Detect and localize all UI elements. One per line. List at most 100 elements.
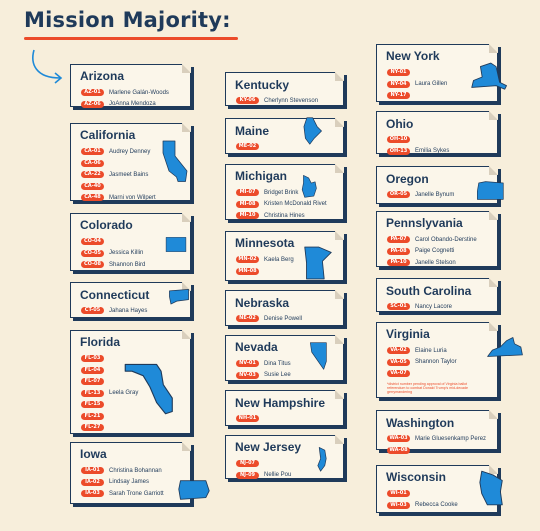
state-card-colorado: Colorado CO-04 CO-05 Jessica Killin CO-08 Sha…	[70, 213, 191, 271]
district-badge: FL-27	[81, 424, 104, 431]
district-badge: CA-40	[81, 182, 104, 190]
district-badge: MI-08	[236, 200, 259, 208]
state-name: Colorado	[80, 218, 133, 232]
candidate-list: MN-02 Kaela Berg MN-08	[236, 254, 294, 277]
state-name: Wisconsin	[386, 470, 446, 484]
candidate-row: FL-04	[81, 365, 138, 376]
candidate-row: NJ-07	[236, 458, 291, 469]
district-badge: CA-48	[81, 194, 104, 201]
candidate-row: NV-03 Susie Lee	[236, 370, 291, 381]
candidate-row: KY-06 Cherlynn Stevenson	[236, 95, 318, 106]
minnesota-map-icon	[304, 246, 332, 280]
state-name: Florida	[80, 335, 121, 349]
state-name: Minnesota	[235, 236, 295, 250]
candidate-list: KY-06 Cherlynn Stevenson	[236, 95, 318, 107]
state-name: Ohio	[386, 117, 414, 131]
candidate-row: CO-04	[81, 236, 145, 247]
district-badge: FL-15	[81, 401, 104, 408]
candidate-name: Cherlynn Stevenson	[264, 97, 319, 104]
candidate-row: OH-13 Emilia Sykes	[387, 146, 449, 157]
district-badge: NV-01	[236, 360, 259, 367]
district-badge: VA-02	[387, 347, 410, 354]
state-card-nebraska: Nebraska NE-02 Denise Powell	[225, 290, 344, 326]
state-name: Washington	[386, 416, 455, 430]
candidate-name: Nellie Pou	[264, 472, 292, 478]
district-badge: MI-07	[236, 189, 259, 196]
district-badge: NV-03	[236, 371, 259, 379]
state-name: New Hampshire	[235, 396, 326, 410]
state-name: Connecticut	[80, 288, 150, 302]
candidate-row: NV-01 Dina Titus	[236, 358, 291, 369]
state-name: Arizona	[80, 69, 125, 83]
district-badge: VA-05	[387, 358, 410, 366]
district-badge: AZ-01	[81, 89, 104, 96]
candidate-row: SC-01 Nancy Lacore	[387, 301, 452, 312]
state-name: South Carolina	[386, 284, 472, 298]
candidate-name: Emilia Sykes	[415, 148, 450, 154]
state-card-ohio: Ohio OH-10 OH-13 Emilia Sykes	[376, 111, 498, 157]
district-badge: CO-05	[81, 249, 104, 257]
candidate-row: FL-07	[81, 376, 138, 387]
district-badge: NE-02	[236, 315, 259, 322]
candidate-row: AZ-01 Marlene Galán-Woods	[81, 87, 169, 98]
state-name: Kentucky	[235, 78, 290, 92]
candidate-row: NH-01	[236, 413, 259, 424]
state-name: Oregon	[386, 172, 429, 186]
state-name: Michigan	[235, 169, 288, 183]
candidate-row: MN-02 Kaela Berg	[236, 254, 294, 265]
candidate-name: Nancy Lacore	[415, 303, 453, 310]
district-badge: OH-13	[387, 147, 410, 155]
district-badge: MI-10	[236, 212, 259, 219]
candidate-row: MI-08 Kristen McDonald Rivet	[236, 199, 327, 210]
state-card-michigan: Michigan MI-07 Bridget Brink MI-08 Kristen M…	[225, 164, 344, 220]
candidate-row: FL-21	[81, 411, 138, 422]
candidate-name: Jahana Hayes	[109, 307, 148, 314]
candidate-name: Marie Gluesenkamp Perez	[415, 435, 487, 442]
candidate-name: Audrey Denney	[109, 148, 151, 155]
district-badge: SC-01	[387, 303, 410, 310]
candidate-list: OH-10 OH-13 Emilia Sykes	[387, 134, 449, 157]
candidate-name: Leela Gray	[109, 390, 139, 396]
candidate-name: Laura Gillen	[415, 81, 448, 87]
district-badge: IA-01	[81, 467, 104, 474]
candidate-row: CO-05 Jessica Killin	[81, 248, 145, 259]
district-badge: PA-07	[387, 236, 410, 243]
district-badge: VA-07	[387, 370, 410, 377]
state-card-arizona: Arizona AZ-01 Marlene Galán-Woods AZ-06 JoAn…	[70, 64, 191, 110]
candidate-list: AZ-01 Marlene Galán-Woods AZ-06 JoAnna Mend…	[81, 87, 169, 110]
candidate-name: Carol Obando-Derstine	[415, 236, 477, 243]
candidate-row: CO-08 Shannon Bird	[81, 259, 145, 270]
new-york-map-icon	[471, 62, 507, 90]
candidate-row: FL-03	[81, 353, 138, 364]
state-card-kentucky: Kentucky KY-06 Cherlynn Stevenson	[225, 72, 344, 106]
candidate-row: OH-10	[387, 134, 449, 145]
candidate-name: Bridget Brink	[264, 189, 299, 196]
district-badge: IA-02	[81, 478, 104, 486]
candidate-name: Shannon Taylor	[415, 359, 457, 365]
candidate-row: MI-10 Christina Hines	[236, 210, 327, 221]
candidate-list: VA-02 Elaine Luria VA-05 Shannon Taylor VA-0…	[387, 345, 457, 380]
candidate-name: Denise Powell	[264, 315, 303, 322]
state-card-virginia: Virginia VA-02 Elaine Luria VA-05 Shannon Ta…	[376, 322, 498, 398]
connecticut-map-icon	[169, 289, 189, 305]
candidate-row: FL-15	[81, 399, 138, 410]
candidate-name: Jessica Killin	[109, 250, 144, 256]
candidate-list: NH-01	[236, 413, 259, 425]
district-badge: AZ-06	[81, 100, 104, 108]
candidate-name: Paige Cognetti	[415, 248, 455, 254]
candidate-row: WA-08	[387, 445, 486, 456]
candidate-row: CA-40	[81, 181, 156, 192]
candidate-name: Jasmeet Bains	[109, 171, 149, 178]
state-name: New York	[386, 49, 440, 63]
candidate-list: CA-01 Audrey Denney CA-06 CA-22 Jasmeet Bain…	[81, 146, 156, 204]
district-badge: PA-08	[387, 247, 410, 255]
district-badge: MN-08	[236, 267, 259, 275]
candidate-name: Rebecca Cooke	[415, 502, 458, 508]
candidate-name: Elaine Luria	[415, 347, 447, 354]
district-badge: NY-04	[387, 80, 410, 88]
state-card-iowa: Iowa IA-01 Christina Bohannan IA-02 Lindsay …	[70, 442, 191, 504]
candidate-row: VA-05 Shannon Taylor	[387, 357, 457, 368]
candidate-name: Marni von Wilpert	[109, 194, 156, 201]
page-title: Mission Majority:	[24, 8, 231, 32]
candidate-list: MI-07 Bridget Brink MI-08 Kristen McDonald …	[236, 187, 327, 222]
